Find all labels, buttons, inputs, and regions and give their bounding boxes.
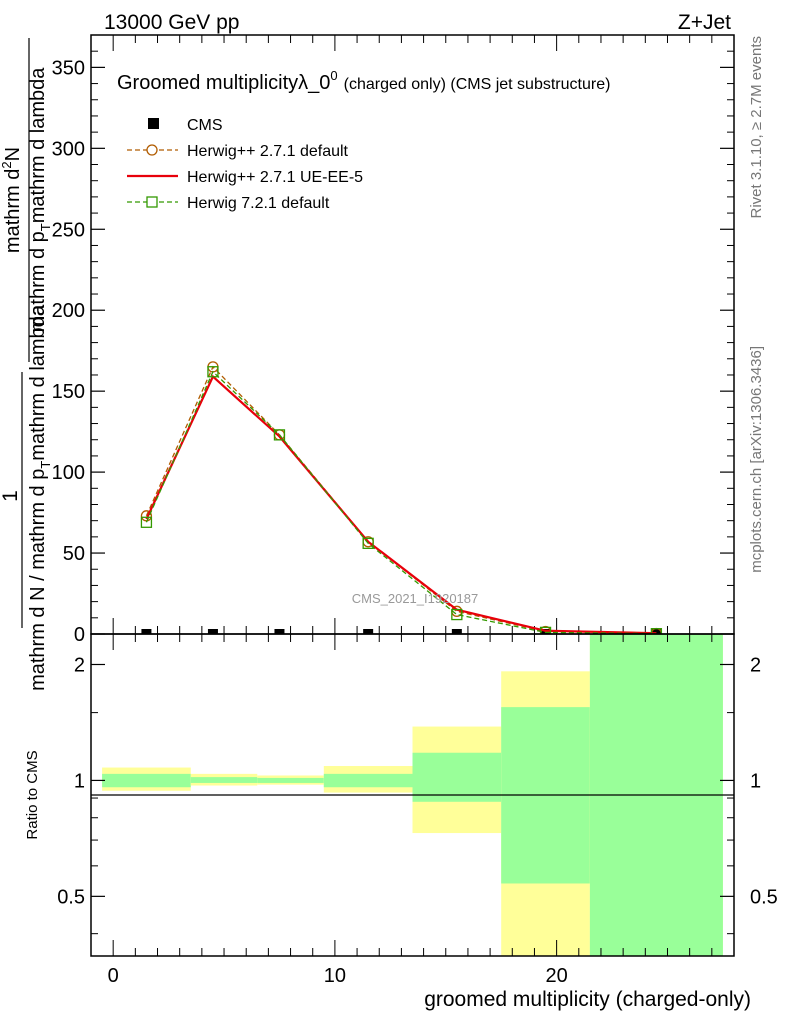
series-line-3 bbox=[145, 370, 657, 634]
cms-point-6 bbox=[651, 629, 662, 634]
plot-title-main: Groomed multiplicityλ_0 bbox=[117, 72, 330, 94]
cms-point-0 bbox=[141, 629, 152, 634]
ratio-ytick-label-right-1: 1 bbox=[750, 770, 761, 792]
ylabel-top: mathrm d2N bbox=[0, 147, 24, 253]
ylabel-top-denom-a: mathrm d p bbox=[27, 231, 49, 332]
rivet-label: Rivet 3.1.10, ≥ 2.7M events bbox=[748, 36, 765, 219]
legend-label-2: Herwig++ 2.7.1 UE-EE-5 bbox=[187, 169, 363, 186]
series-3-marker-4 bbox=[451, 608, 463, 621]
cms-point-4 bbox=[451, 629, 462, 634]
watermark: CMS_2021_I1920187 bbox=[352, 591, 479, 606]
ylabel-top-d: mathrm d bbox=[2, 169, 24, 253]
ratio-ytick-label-right-0: 0.5 bbox=[750, 886, 778, 908]
ratio-x-ticks: 0 10 20 bbox=[108, 634, 713, 987]
ratio-ytick-label-1: 1 bbox=[74, 770, 85, 792]
band-green-3 bbox=[323, 773, 413, 788]
ylabel-top-denom-t: T bbox=[38, 223, 53, 231]
band-green-1 bbox=[190, 777, 258, 783]
ratio-ylabel: Ratio to CMS bbox=[24, 750, 41, 839]
ratio-y-ticks: 0.5 0.5 1 1 2 2 bbox=[57, 654, 778, 935]
ylabel-bottom-a: mathrm d N / mathrm d p bbox=[27, 469, 49, 691]
ylabel-bottom-b: mathrm d lambda bbox=[27, 304, 49, 460]
cms-point-2 bbox=[274, 629, 285, 634]
legend-marker-3 bbox=[146, 196, 158, 208]
main-ytick-label-1: 50 bbox=[63, 543, 85, 565]
series-layer bbox=[140, 361, 663, 634]
main-ytick-label-7: 350 bbox=[52, 57, 85, 79]
ratio-xtick-label-10: 10 bbox=[324, 965, 346, 987]
ylabel-bottom: mathrm d N / mathrm d pTmathrm d lambda bbox=[27, 304, 53, 691]
energy-label: 13000 GeV pp bbox=[104, 11, 239, 34]
band-green-4 bbox=[412, 752, 502, 802]
plot-title: Groomed multiplicityλ_00 (charged only) (… bbox=[117, 68, 610, 94]
mcplots-label: mcplots.cern.ch [arXiv:1306.3436] bbox=[748, 346, 765, 573]
legend: CMS Herwig++ 2.7.1 default Herwig++ 2.7.1 … bbox=[127, 117, 363, 212]
main-x-ticks bbox=[112, 35, 713, 634]
ratio-xtick-label-20: 20 bbox=[545, 965, 567, 987]
main-y-ticks: 0 50 100 150 200 250 300 350 bbox=[52, 50, 734, 646]
band-green-2 bbox=[257, 777, 324, 783]
series-3-marker-3 bbox=[362, 537, 374, 549]
main-ytick-label-6: 300 bbox=[52, 138, 85, 160]
cms-point-3 bbox=[363, 629, 374, 634]
main-ytick-label-2: 100 bbox=[52, 462, 85, 484]
xlabel: groomed multiplicity (charged-only) bbox=[424, 988, 751, 1011]
ylabel-bottom-t: T bbox=[38, 461, 53, 469]
band-green-0 bbox=[102, 773, 191, 788]
ratio-frame bbox=[90, 633, 735, 957]
series-3-marker-2 bbox=[273, 429, 286, 441]
main-ytick-label-5: 250 bbox=[52, 219, 85, 241]
ylabel-top-denom: mathrm d pTmathrm d lambda bbox=[27, 67, 53, 333]
ratio-ytick-label-right-2: 2 bbox=[750, 654, 761, 676]
ratio-ytick-label-0: 0.5 bbox=[57, 886, 85, 908]
plot-title-sub: (charged only) (CMS jet substructure) bbox=[344, 76, 611, 93]
legend-marker-1 bbox=[146, 144, 158, 156]
process-label: Z+Jet bbox=[678, 11, 731, 34]
legend-label-3: Herwig 7.2.1 default bbox=[187, 195, 330, 212]
legend-label-0: CMS bbox=[187, 117, 223, 134]
series-3-marker-5 bbox=[539, 626, 552, 634]
main-ytick-label-3: 150 bbox=[52, 381, 85, 403]
series-3-marker-1 bbox=[207, 366, 219, 378]
ylabel-top-n: N bbox=[2, 147, 24, 161]
series-3-marker-0 bbox=[140, 516, 153, 528]
legend-label-1: Herwig++ 2.7.1 default bbox=[187, 143, 349, 160]
main-ytick-label-4: 200 bbox=[52, 300, 85, 322]
ylabel-top-denom-b: mathrm d lambda bbox=[27, 67, 49, 223]
ylabel-numerator: 1 bbox=[0, 490, 22, 502]
plot-title-sup: 0 bbox=[330, 68, 337, 83]
main-ytick-label-0: 0 bbox=[74, 624, 85, 646]
ylabel-top-sup: 2 bbox=[0, 161, 14, 168]
legend-marker-0 bbox=[148, 118, 159, 129]
cms-point-1 bbox=[207, 629, 218, 634]
ratio-ytick-label-2: 2 bbox=[74, 654, 85, 676]
main-ylabel: 1 mathrm d2N mathrm d pTmathrm d lambda … bbox=[0, 38, 53, 691]
ratio-xtick-label-0: 0 bbox=[108, 965, 119, 987]
